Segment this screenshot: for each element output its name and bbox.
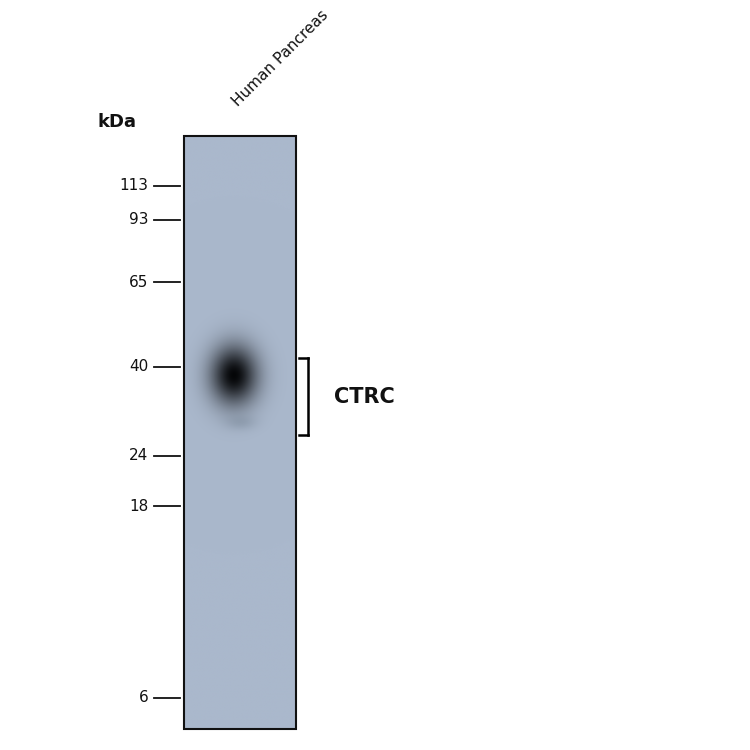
- Text: kDa: kDa: [98, 113, 136, 131]
- Text: 24: 24: [129, 448, 149, 464]
- Text: 18: 18: [129, 499, 149, 514]
- Text: 40: 40: [129, 359, 149, 374]
- Text: 93: 93: [129, 212, 149, 227]
- Text: CTRC: CTRC: [334, 387, 394, 406]
- Text: 65: 65: [129, 274, 149, 290]
- Text: 6: 6: [139, 690, 148, 705]
- Text: 113: 113: [119, 178, 148, 193]
- Text: Human Pancreas: Human Pancreas: [230, 7, 332, 109]
